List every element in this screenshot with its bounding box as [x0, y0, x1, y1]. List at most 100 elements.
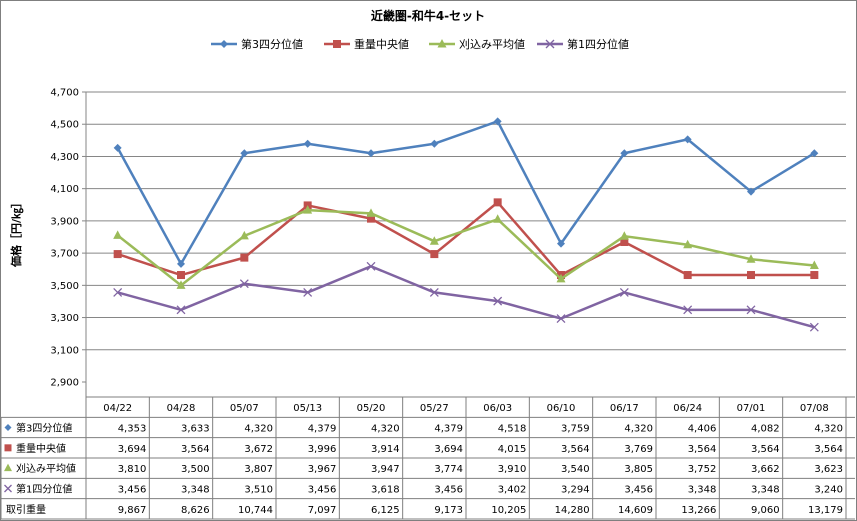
x-tick-label: 05/27 [420, 403, 449, 414]
series-1 [113, 117, 819, 268]
x-stroke [366, 261, 376, 271]
data-point [367, 214, 375, 223]
table-cell: 3,759 [561, 424, 590, 435]
y-tick-label: 3,300 [50, 313, 79, 324]
x-stroke [556, 314, 566, 323]
x-tick-label: 07/01 [737, 403, 766, 414]
data-point [240, 149, 249, 158]
data-point [683, 271, 692, 280]
table-cell: 13,266 [681, 505, 716, 516]
data-point [683, 305, 693, 315]
table-cell: 3,623 [814, 464, 843, 475]
table-cell: 3,807 [244, 464, 273, 475]
data-point [176, 305, 186, 315]
table-cell: 4,082 [751, 424, 780, 435]
x-stroke [809, 322, 819, 332]
table-cell: 4,320 [244, 424, 273, 435]
y-tick-label: 4,100 [50, 184, 79, 195]
table-cell: 3,967 [308, 464, 337, 475]
x-stroke [239, 279, 249, 289]
series-2 [113, 198, 819, 280]
table-cell: 14,609 [618, 505, 653, 516]
table-cell: 4,320 [624, 424, 653, 435]
x-tick-label: 06/03 [483, 403, 512, 414]
table-row-label: 取引重量 [6, 503, 46, 516]
x-tick-label: 04/22 [103, 403, 132, 414]
series-lines [113, 117, 819, 332]
table-cell: 4,320 [371, 424, 400, 435]
y-tick-label: 2,900 [50, 378, 79, 389]
data-point [176, 280, 186, 289]
data-table: 04/22 04/28 05/07 05/13 05/20 05/27 06/03 06/10… [0, 382, 855, 520]
table-cell: 3,947 [371, 464, 400, 475]
table-cell: 3,752 [688, 464, 717, 475]
x-tick-label: 06/10 [547, 403, 576, 414]
x-tick-label: 06/17 [610, 403, 639, 414]
data-point [556, 314, 566, 323]
table-cell: 3,402 [498, 485, 527, 496]
table-row-label: 第3四分位値 [16, 422, 72, 435]
y-tick-label: 3,500 [50, 281, 79, 292]
x-stroke [4, 484, 12, 493]
data-point [809, 260, 819, 270]
x-tick-label: 05/13 [293, 403, 322, 414]
x-stroke [619, 287, 629, 297]
table-cell: 13,179 [808, 505, 843, 516]
data-point [430, 250, 439, 259]
x-tick-label: 07/08 [800, 403, 829, 414]
table-cell: 3,564 [814, 444, 843, 455]
table-cell: 3,564 [688, 444, 717, 455]
data-point [556, 273, 566, 283]
series-line [117, 265, 815, 329]
table-cell: 4,379 [308, 424, 337, 435]
table-cell: 3,996 [308, 444, 337, 455]
data-point [746, 305, 756, 315]
table-cell: 6,125 [371, 505, 400, 516]
data-point [747, 187, 755, 196]
data-point [746, 254, 756, 263]
table-legend-key [4, 463, 12, 472]
data-point [620, 237, 629, 246]
table-cell: 7,097 [308, 505, 337, 516]
data-point [366, 208, 376, 217]
data-point [239, 230, 249, 240]
data-point [429, 287, 439, 297]
chart-title: 近畿圏-和牛4-セット [371, 8, 485, 23]
y-tick-label: 4,500 [50, 120, 79, 131]
x-stroke [746, 305, 756, 315]
legend-label: 重量中央値 [354, 37, 409, 51]
data-point [303, 205, 313, 214]
legend-label: 刈込み平均値 [459, 38, 525, 51]
data-point [113, 143, 122, 152]
data-point [747, 271, 755, 280]
legend-item: 重量中央値 [324, 37, 409, 51]
table-cell: 3,774 [434, 464, 463, 475]
table-cell: 3,500 [181, 464, 210, 475]
data-point [683, 135, 692, 144]
x-stroke [303, 287, 313, 297]
data-point [303, 139, 312, 148]
table-cell: 4,353 [118, 424, 147, 435]
table-cell: 4,379 [434, 424, 463, 435]
data-point [620, 149, 629, 158]
series-line [116, 208, 815, 287]
table-cell: 3,910 [498, 464, 527, 475]
table-cell: 3,456 [624, 485, 653, 496]
table-cell: 3,810 [118, 464, 147, 475]
x-stroke [113, 287, 123, 297]
data-point [493, 198, 502, 207]
data-point [113, 287, 123, 297]
data-point [113, 250, 122, 259]
x-tick-label: 04/28 [167, 403, 196, 414]
table-cell: 4,518 [498, 424, 527, 435]
data-point [810, 149, 819, 158]
table-cell: 3,456 [118, 485, 147, 496]
y-tick-label: 3,100 [50, 345, 79, 356]
data-point [430, 139, 439, 148]
table-cell: 3,348 [181, 485, 210, 496]
table-cell: 3,805 [624, 464, 653, 475]
legend-label: 第3四分位値 [241, 37, 303, 51]
series-line [116, 120, 815, 266]
y-tick-label: 4,300 [50, 152, 79, 163]
